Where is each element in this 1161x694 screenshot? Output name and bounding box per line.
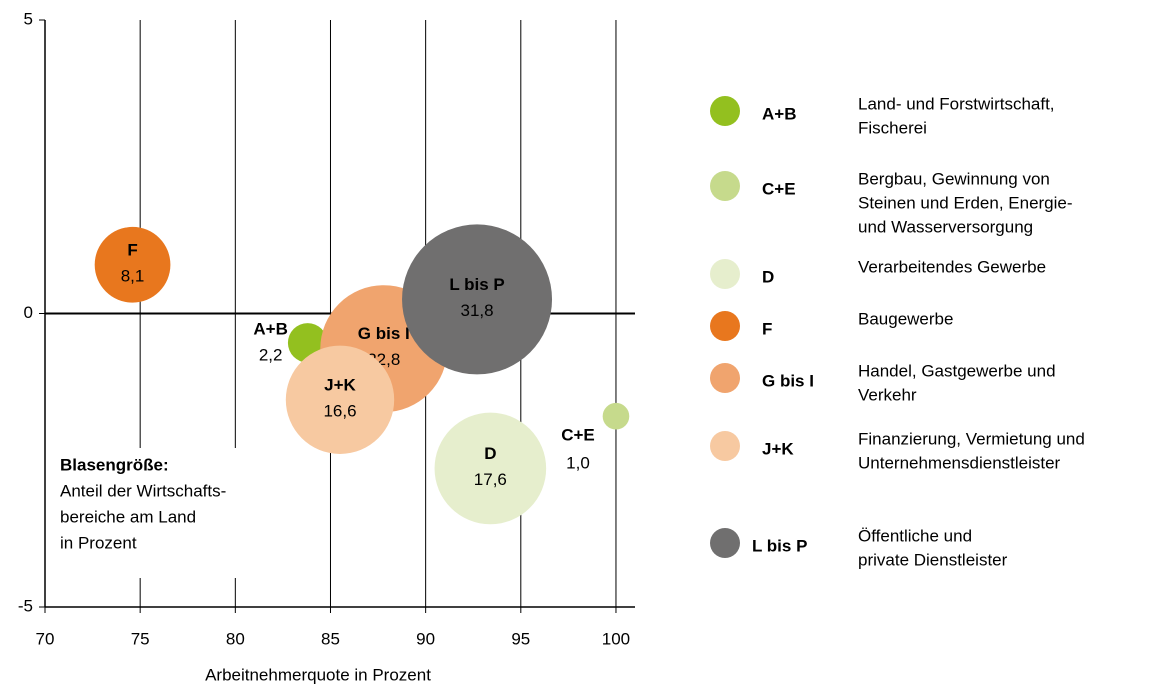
x-tick-label: 75 <box>131 629 150 648</box>
bubble <box>285 345 395 454</box>
x-tick-label: 100 <box>602 629 630 648</box>
legend-code: J+K <box>762 439 794 458</box>
legend-description: Land- und Forstwirtschaft, <box>858 94 1055 113</box>
legend-marker <box>710 431 740 461</box>
note-box <box>52 448 302 578</box>
bubble-label: D <box>484 444 496 463</box>
bubble-label: F <box>127 240 137 259</box>
bubble <box>602 402 630 430</box>
legend-description: und Wasserversorgung <box>858 217 1033 236</box>
legend-code: F <box>762 319 772 338</box>
note-line: in Prozent <box>60 533 137 552</box>
x-tick-label: 80 <box>226 629 245 648</box>
legend-marker <box>710 171 740 201</box>
y-tick-label: -5 <box>18 596 33 615</box>
legend-code: D <box>762 267 774 286</box>
bubble-label: A+B <box>253 319 287 338</box>
bubble-value: 1,0 <box>566 454 590 473</box>
legend-code: L bis P <box>752 536 807 555</box>
bubble-value: 17,6 <box>474 470 507 489</box>
legend-description: Fischerei <box>858 118 927 137</box>
bubble-value: 8,1 <box>121 266 145 285</box>
bubble-label: C+E <box>561 426 595 445</box>
bubble-label: J+K <box>324 375 356 394</box>
legend-description: private Dienstleister <box>858 550 1008 569</box>
bubble-label: L bis P <box>449 275 504 294</box>
bubble-value: 2,2 <box>259 345 283 364</box>
legend-description: Bergbau, Gewinnung von <box>858 169 1050 188</box>
legend-description: Finanzierung, Vermietung und <box>858 429 1085 448</box>
legend-marker <box>710 259 740 289</box>
legend-marker <box>710 528 740 558</box>
legend-description: Verkehr <box>858 385 917 404</box>
legend-description: Öffentliche und <box>858 526 972 545</box>
legend-code: C+E <box>762 179 796 198</box>
x-axis-title: Arbeitnehmerquote in Prozent <box>205 665 431 684</box>
y-tick-label: 0 <box>24 303 33 322</box>
legend-code: A+B <box>762 104 796 123</box>
legend-description: Steinen und Erden, Energie- <box>858 193 1073 212</box>
bubble-value: 16,6 <box>323 401 356 420</box>
legend-marker <box>710 96 740 126</box>
x-tick-label: 95 <box>511 629 530 648</box>
x-tick-label: 85 <box>321 629 340 648</box>
bubble <box>402 224 553 375</box>
legend-description: Unternehmensdienstleister <box>858 453 1061 472</box>
bubble-label: G bis I <box>358 324 410 343</box>
bubble-value: 31,8 <box>460 301 493 320</box>
note-line: Anteil der Wirtschafts- <box>60 481 226 500</box>
legend-marker <box>710 363 740 393</box>
x-tick-label: 70 <box>36 629 55 648</box>
bubble <box>94 226 171 303</box>
y-tick-label: 5 <box>24 9 33 28</box>
legend-description: Verarbeitendes Gewerbe <box>858 257 1046 276</box>
legend-description: Handel, Gastgewerbe und <box>858 361 1056 380</box>
legend-marker <box>710 311 740 341</box>
note-line: bereiche am Land <box>60 507 196 526</box>
legend-description: Baugewerbe <box>858 309 953 328</box>
note-title: Blasengröße: <box>60 455 169 474</box>
bubble <box>434 412 547 525</box>
legend-code: G bis I <box>762 371 814 390</box>
x-tick-label: 90 <box>416 629 435 648</box>
